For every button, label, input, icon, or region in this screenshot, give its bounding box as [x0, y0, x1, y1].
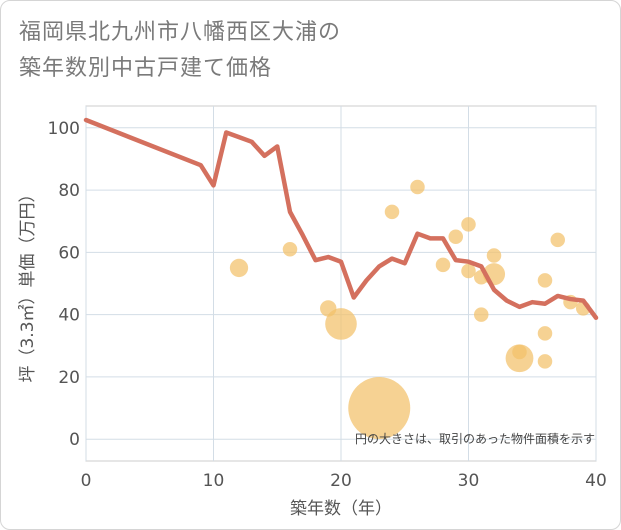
x-tick-label: 0 — [81, 471, 92, 491]
line-series — [83, 117, 599, 321]
y-tick-label: 0 — [69, 430, 80, 450]
x-tick-label: 10 — [203, 471, 225, 491]
bubble-series — [229, 179, 591, 440]
grid — [85, 106, 597, 461]
bubble-point — [474, 307, 489, 322]
bubble-point — [537, 354, 553, 369]
bubble-point — [550, 232, 565, 248]
bubble-point — [486, 248, 502, 263]
bubble-point — [384, 204, 400, 220]
bubble-point — [229, 258, 249, 278]
bubble-point — [325, 308, 357, 340]
y-tick-label: 60 — [58, 243, 80, 263]
chart-title-line2: 築年数別中古戸建て価格 — [19, 56, 273, 81]
bubble-size-note: 円の大きさは、取引のあった物件面積を示す — [355, 431, 595, 446]
bubble-point — [537, 326, 553, 341]
y-axis-label: 坪（3.3㎡）単価（万円） — [18, 185, 38, 382]
bubble-point — [282, 241, 298, 257]
x-tick-label: 40 — [585, 471, 607, 491]
y-tick-label: 100 — [48, 119, 80, 139]
bubble-point — [320, 300, 337, 317]
tick-labels: 0 10 20 30 40 0 20 40 60 80 100 — [48, 119, 607, 491]
bubble-point — [348, 377, 411, 440]
bubble-point — [435, 257, 451, 273]
x-tick-label: 20 — [330, 471, 352, 491]
average-price-line — [83, 117, 599, 321]
x-tick-label: 30 — [458, 471, 480, 491]
y-tick-label: 80 — [58, 181, 80, 201]
chart-title: 福岡県北九州市八幡西区大浦の 築年数別中古戸建て価格 — [19, 15, 579, 87]
y-tick-label: 40 — [58, 306, 80, 326]
chart-title-line1: 福岡県北九州市八幡西区大浦の — [19, 20, 342, 45]
x-axis-label: 築年数（年） — [290, 499, 392, 519]
bubble-point — [512, 344, 527, 360]
y-tick-label: 20 — [58, 368, 80, 388]
bubble-point — [448, 229, 463, 245]
bubble-point — [461, 217, 476, 232]
bubble-point — [537, 273, 553, 288]
bubble-point — [461, 263, 476, 279]
bubble-point — [410, 179, 425, 195]
